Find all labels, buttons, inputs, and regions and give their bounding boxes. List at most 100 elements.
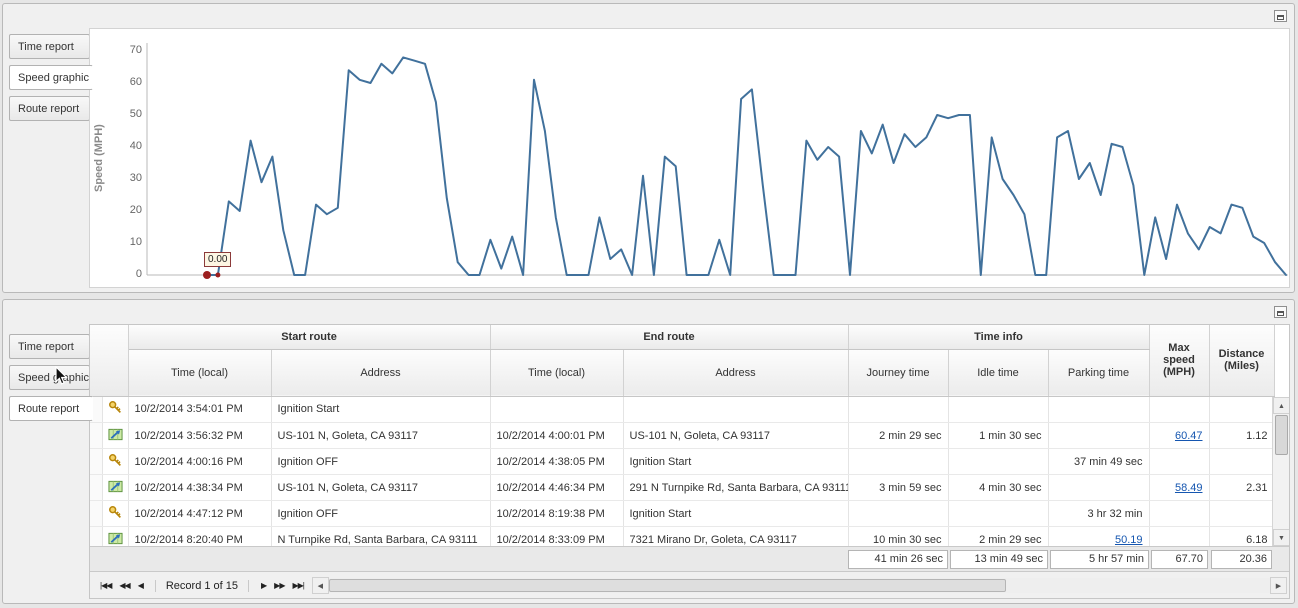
table-row[interactable]: 10/2/2014 4:38:34 PM US-101 N, Goleta, C… [90, 474, 1275, 501]
summary-parking-time: 5 hr 57 min [1050, 549, 1149, 569]
summary-max-speed: 67.70 [1151, 549, 1208, 569]
max-speed-link[interactable]: 58.49 [1174, 481, 1203, 494]
y-tick-label: 30 [129, 172, 142, 184]
cell-idle-time [948, 448, 1049, 475]
cell-distance: 1.12 [1209, 422, 1275, 449]
speed-chart: Speed (MPH) 0 10 20 30 40 50 60 70 0.00 [89, 28, 1290, 288]
tab-time-report[interactable]: Time report [9, 334, 90, 359]
table-row[interactable]: 10/2/2014 4:47:12 PM Ignition OFF 10/2/2… [90, 500, 1275, 527]
cell-end-time: 10/2/2014 8:33:09 PM [490, 526, 624, 546]
header-indicator-blank [90, 325, 129, 397]
route-report-panel: Time report Speed graphic Route report S… [2, 299, 1295, 604]
scroll-down-icon[interactable]: ▼ [1273, 529, 1289, 546]
cell-distance: 6.18 [1209, 526, 1275, 546]
cell-journey-time [848, 500, 949, 527]
group-header-time-info[interactable]: Time info [848, 325, 1150, 350]
cell-end-time: 10/2/2014 8:19:38 PM [490, 500, 624, 527]
cell-max-speed [1149, 526, 1210, 546]
nav-prev-page-icon[interactable]: ◀◀ [119, 581, 130, 590]
map-route-icon [107, 428, 123, 440]
max-speed-link[interactable]: 50.19 [1114, 533, 1143, 546]
collapse-panel-button[interactable] [1274, 306, 1287, 318]
vscroll-thumb[interactable] [1275, 415, 1288, 455]
column-header-start-time[interactable]: Time (local) [128, 349, 272, 397]
scroll-up-icon[interactable]: ▲ [1273, 397, 1289, 414]
cell-parking-time: 37 min 49 sec [1048, 448, 1150, 475]
hscroll-thumb[interactable] [328, 579, 1007, 592]
summary-journey-time: 41 min 26 sec [848, 549, 948, 569]
collapse-panel-button[interactable] [1274, 10, 1287, 22]
report-tab-strip: Time report Speed graphic Route report [9, 34, 93, 127]
tab-route-report[interactable]: Route report [9, 396, 93, 421]
cell-parking-time [1048, 422, 1150, 449]
speed-graphic-panel: Time report Speed graphic Route report S… [2, 3, 1295, 293]
nav-next-icon[interactable]: ▶ [261, 581, 267, 590]
cell-start-address: US-101 N, Goleta, CA 93117 [271, 422, 491, 449]
cell-end-time: 10/2/2014 4:46:34 PM [490, 474, 624, 501]
column-header-end-address[interactable]: Address [623, 349, 849, 397]
cell-end-address: 7321 Mirano Dr, Goleta, CA 93117 [623, 526, 849, 546]
table-row[interactable]: 10/2/2014 4:00:16 PM Ignition OFF 10/2/2… [90, 448, 1275, 475]
summary-idle-time: 13 min 49 sec [950, 549, 1048, 569]
y-tick-label: 50 [129, 108, 142, 120]
cell-start-address: N Turnpike Rd, Santa Barbara, CA 93111 [271, 526, 491, 546]
cell-start-time: 10/2/2014 4:47:12 PM [128, 500, 272, 527]
y-tick-label: 10 [129, 236, 142, 248]
column-header-idle-time[interactable]: Idle time [948, 349, 1049, 397]
nav-next-page-icon[interactable]: ▶▶ [274, 581, 285, 590]
speed-line-chart [146, 43, 1288, 279]
cell-end-time: 10/2/2014 4:38:05 PM [490, 448, 624, 475]
grid-body: 10/2/2014 3:54:01 PM Ignition Start 10/2… [90, 396, 1275, 546]
cell-max-speed [1149, 500, 1210, 527]
cell-journey-time [848, 448, 949, 475]
cell-end-address [623, 396, 849, 423]
key-icon [108, 453, 121, 466]
cell-idle-time [948, 500, 1049, 527]
cell-journey-time: 3 min 59 sec [848, 474, 949, 501]
nav-prev-icon[interactable]: ◀ [137, 581, 144, 590]
cell-start-address: Ignition OFF [271, 500, 491, 527]
column-header-end-time[interactable]: Time (local) [490, 349, 624, 397]
collapse-panel-icon [1277, 310, 1284, 316]
nav-first-icon[interactable]: |◀◀ [100, 581, 112, 590]
horizontal-scrollbar[interactable]: ◀ ▶ [311, 577, 1287, 594]
column-header-max-speed[interactable]: Max speed (MPH) [1149, 325, 1210, 397]
cell-journey-time: 10 min 30 sec [848, 526, 949, 546]
cell-parking-time [1048, 474, 1150, 501]
column-header-distance[interactable]: Distance (Miles) [1209, 325, 1275, 397]
cell-start-time: 10/2/2014 4:00:16 PM [128, 448, 272, 475]
cell-end-address: US-101 N, Goleta, CA 93117 [623, 422, 849, 449]
tab-route-report[interactable]: Route report [9, 96, 90, 121]
column-header-parking-time[interactable]: Parking time [1048, 349, 1150, 397]
group-header-start-route[interactable]: Start route [128, 325, 491, 350]
column-header-journey-time[interactable]: Journey time [848, 349, 949, 397]
scroll-left-icon[interactable]: ◀ [311, 577, 329, 594]
cell-end-address: Ignition Start [623, 448, 849, 475]
cell-distance [1209, 396, 1275, 423]
scroll-right-icon[interactable]: ▶ [1270, 577, 1287, 594]
y-tick-label: 20 [129, 204, 142, 216]
tab-speed-graphic[interactable]: Speed graphic [9, 65, 93, 90]
table-row[interactable]: 10/2/2014 3:54:01 PM Ignition Start [90, 396, 1275, 423]
record-count-label: Record 1 of 15 [154, 579, 250, 592]
column-header-start-address[interactable]: Address [271, 349, 491, 397]
cell-start-address: Ignition OFF [271, 448, 491, 475]
vertical-scrollbar[interactable]: ▲ ▼ [1272, 397, 1289, 546]
cell-start-address: Ignition Start [271, 396, 491, 423]
chart-point-annotation: 0.00 [204, 252, 232, 267]
tab-speed-graphic[interactable]: Speed graphic [9, 365, 90, 390]
y-tick-label: 70 [129, 44, 142, 56]
tab-time-report[interactable]: Time report [9, 34, 90, 59]
cell-parking-time: 3 hr 32 min [1048, 500, 1150, 527]
group-header-end-route[interactable]: End route [490, 325, 849, 350]
cell-start-time: 10/2/2014 3:56:32 PM [128, 422, 272, 449]
table-row[interactable]: 10/2/2014 8:20:40 PM N Turnpike Rd, Sant… [90, 526, 1275, 546]
key-icon [108, 505, 121, 518]
nav-last-icon[interactable]: ▶▶| [292, 581, 304, 590]
cell-start-address: US-101 N, Goleta, CA 93117 [271, 474, 491, 501]
max-speed-link[interactable]: 60.47 [1174, 429, 1203, 442]
table-row[interactable]: 10/2/2014 3:56:32 PM US-101 N, Goleta, C… [90, 422, 1275, 449]
cell-parking-time [1048, 396, 1150, 423]
cell-idle-time [948, 396, 1049, 423]
collapse-panel-icon [1277, 14, 1284, 20]
